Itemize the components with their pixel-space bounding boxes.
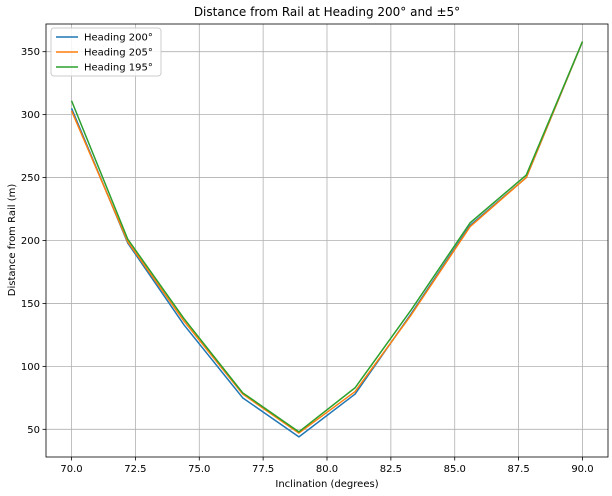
series-lines (70, 41, 584, 438)
x-tick-label: 75.0 (188, 464, 210, 475)
x-axis-title: Inclination (degrees) (275, 479, 378, 490)
series-line-2 (70, 41, 584, 434)
y-tick-label: 300 (21, 110, 40, 121)
legend: Heading 200° Heading 205° Heading 195° (50, 27, 162, 77)
legend-label-3: Heading 195° (84, 63, 153, 74)
chart-title: Distance from Rail at Heading 200° and ±… (194, 5, 460, 19)
x-tick-label: 72.5 (124, 464, 146, 475)
y-tick-label: 350 (21, 47, 40, 58)
grid-lines (46, 24, 608, 457)
x-tick-label: 90.0 (571, 464, 593, 475)
legend-box (50, 27, 162, 77)
x-tick-label: 77.5 (252, 464, 274, 475)
legend-label-2: Heading 205° (84, 48, 153, 59)
y-axis-title: Distance from Rail (m) (7, 184, 18, 297)
series-line-3 (70, 41, 584, 433)
y-tick-label: 250 (21, 173, 40, 184)
y-tick-label: 150 (21, 299, 40, 310)
x-tick-label: 85.0 (444, 464, 466, 475)
x-tick-label: 70.0 (60, 464, 82, 475)
x-tick-label: 82.5 (380, 464, 402, 475)
x-axis-ticks: 70.0 72.5 75.0 77.5 80.0 82.5 85.0 87.5 90.0 (60, 457, 594, 475)
y-tick-label: 200 (21, 236, 40, 247)
x-tick-label: 80.0 (316, 464, 338, 475)
y-tick-label: 50 (27, 425, 40, 436)
y-axis-ticks: 50 100 150 200 250 300 350 (21, 47, 46, 436)
y-tick-label: 100 (21, 362, 40, 373)
x-tick-label: 87.5 (507, 464, 529, 475)
legend-label-1: Heading 200° (84, 33, 153, 44)
